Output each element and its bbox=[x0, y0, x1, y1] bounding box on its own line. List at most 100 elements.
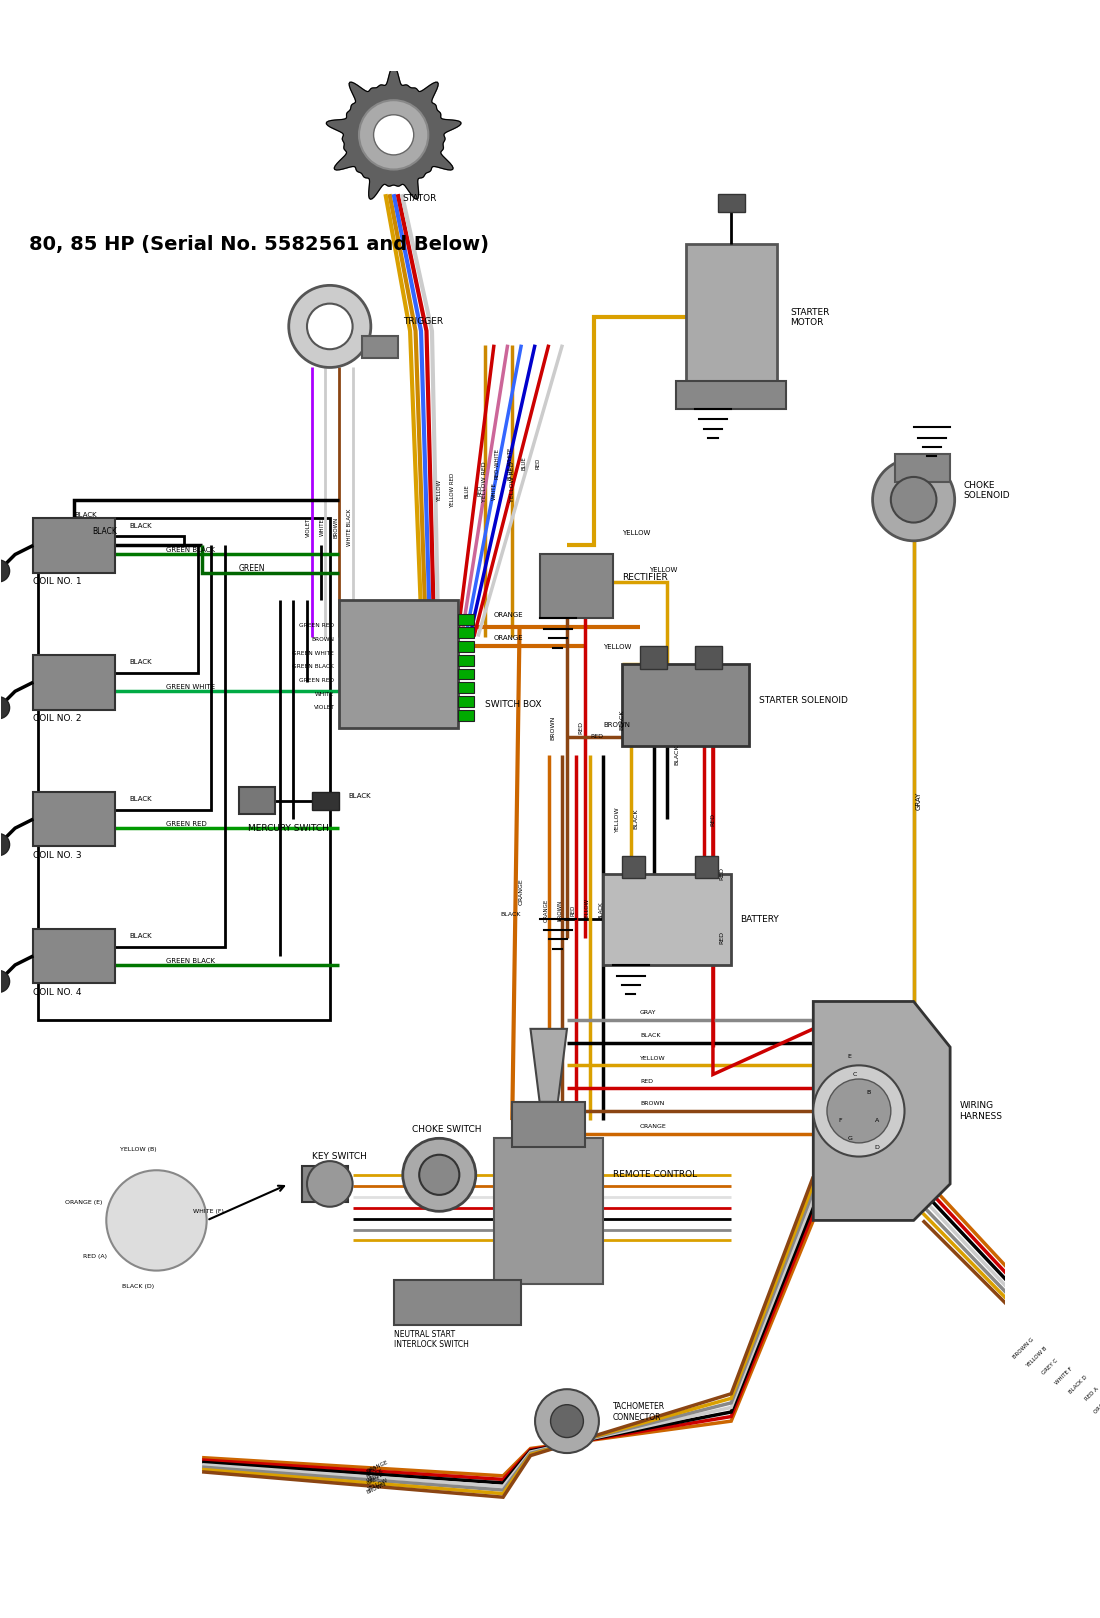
Text: YELLOW: YELLOW bbox=[615, 806, 619, 832]
Text: YELLOW RED: YELLOW RED bbox=[483, 461, 487, 502]
Text: RED: RED bbox=[366, 1466, 378, 1476]
Bar bbox=[695, 856, 717, 879]
Bar bbox=[239, 786, 275, 814]
Text: BROWN G: BROWN G bbox=[1012, 1336, 1034, 1359]
Text: BLACK: BLACK bbox=[598, 901, 603, 919]
Text: KEY SWITCH: KEY SWITCH bbox=[311, 1152, 366, 1162]
Text: RED: RED bbox=[477, 485, 483, 497]
Circle shape bbox=[359, 100, 428, 170]
Text: BLACK: BLACK bbox=[619, 710, 624, 730]
Text: BLACK: BLACK bbox=[129, 660, 152, 665]
Text: STARTER
MOTOR: STARTER MOTOR bbox=[791, 307, 829, 327]
Text: BLACK: BLACK bbox=[129, 523, 152, 529]
Circle shape bbox=[0, 560, 10, 582]
Text: WHITE: WHITE bbox=[320, 518, 324, 536]
Text: GREEN WHITE: GREEN WHITE bbox=[293, 650, 334, 655]
Circle shape bbox=[374, 115, 414, 155]
Bar bbox=[362, 335, 398, 358]
Text: RED: RED bbox=[719, 867, 725, 880]
Text: COIL NO. 2: COIL NO. 2 bbox=[33, 714, 81, 723]
Text: GREEN BLACK: GREEN BLACK bbox=[166, 958, 214, 964]
Text: ORANGE (E): ORANGE (E) bbox=[65, 1199, 102, 1205]
Text: BROWN: BROWN bbox=[311, 637, 334, 642]
Text: ORANGE: ORANGE bbox=[640, 1125, 667, 1129]
Circle shape bbox=[0, 697, 10, 718]
Text: BROWN: BROWN bbox=[604, 722, 630, 728]
Circle shape bbox=[0, 971, 10, 992]
Text: COIL NO. 1: COIL NO. 1 bbox=[33, 578, 81, 586]
Text: WHITE F: WHITE F bbox=[1054, 1366, 1074, 1385]
Text: BLACK (D): BLACK (D) bbox=[122, 1285, 154, 1290]
Bar bbox=[33, 929, 116, 984]
Text: WHITE (F): WHITE (F) bbox=[192, 1209, 223, 1214]
Text: BLACK: BLACK bbox=[75, 511, 97, 518]
Bar bbox=[640, 646, 668, 668]
Text: GREY C: GREY C bbox=[1042, 1358, 1059, 1375]
Circle shape bbox=[107, 1170, 207, 1270]
Text: YELLOW RED: YELLOW RED bbox=[451, 472, 455, 508]
Circle shape bbox=[288, 285, 371, 367]
Text: YELLOW RED: YELLOW RED bbox=[509, 461, 515, 502]
Text: GREEN WHITE: GREEN WHITE bbox=[166, 684, 214, 689]
Bar bbox=[458, 710, 474, 720]
Circle shape bbox=[307, 304, 353, 349]
Text: BATTERY: BATTERY bbox=[740, 914, 779, 924]
Bar bbox=[717, 194, 745, 212]
Circle shape bbox=[813, 1065, 904, 1157]
Circle shape bbox=[307, 1162, 353, 1207]
Text: BLACK: BLACK bbox=[92, 527, 118, 536]
Circle shape bbox=[403, 1139, 476, 1212]
Polygon shape bbox=[813, 1002, 950, 1220]
Text: BLACK: BLACK bbox=[674, 744, 679, 765]
Bar bbox=[302, 1165, 348, 1202]
Bar bbox=[33, 655, 116, 710]
Polygon shape bbox=[530, 1029, 566, 1102]
Text: ORANGE: ORANGE bbox=[494, 612, 524, 618]
Text: COIL NO. 3: COIL NO. 3 bbox=[33, 851, 81, 859]
Text: RED: RED bbox=[579, 722, 583, 735]
Text: GREEN RED: GREEN RED bbox=[299, 678, 334, 683]
Text: RED A: RED A bbox=[1084, 1387, 1099, 1401]
Bar bbox=[394, 1280, 521, 1325]
Text: YELLOW: YELLOW bbox=[604, 644, 631, 650]
Bar bbox=[458, 641, 474, 652]
Circle shape bbox=[551, 1404, 583, 1437]
Text: WHITE: WHITE bbox=[366, 1471, 385, 1484]
Text: C: C bbox=[852, 1073, 857, 1078]
Text: ORANGE: ORANGE bbox=[519, 879, 524, 906]
Bar bbox=[33, 791, 116, 846]
Text: STATOR: STATOR bbox=[403, 194, 437, 204]
Bar bbox=[494, 1139, 604, 1285]
Text: GREEN: GREEN bbox=[239, 563, 265, 573]
Text: GREEN RED: GREEN RED bbox=[299, 623, 334, 628]
Bar bbox=[458, 668, 474, 680]
Text: COIL NO. 4: COIL NO. 4 bbox=[33, 989, 81, 997]
Text: E: E bbox=[848, 1053, 851, 1058]
Text: YELLOW: YELLOW bbox=[584, 900, 590, 921]
Bar bbox=[604, 874, 732, 964]
Text: RED-WHITE: RED-WHITE bbox=[494, 448, 499, 479]
Text: BLUE: BLUE bbox=[521, 456, 527, 471]
Bar bbox=[695, 646, 722, 668]
Bar bbox=[37, 518, 330, 1019]
Text: BLACK: BLACK bbox=[129, 934, 152, 938]
Bar bbox=[513, 1102, 585, 1147]
Text: YELLOW: YELLOW bbox=[621, 531, 650, 536]
Text: BROWN: BROWN bbox=[366, 1482, 387, 1495]
Text: RED: RED bbox=[591, 735, 604, 739]
Bar bbox=[311, 791, 339, 811]
Bar bbox=[621, 663, 749, 746]
Text: GRAY: GRAY bbox=[915, 791, 921, 811]
Circle shape bbox=[827, 1079, 891, 1142]
Text: BLACK: BLACK bbox=[640, 1032, 660, 1039]
Text: CHOKE
SOLENOID: CHOKE SOLENOID bbox=[964, 481, 1011, 500]
Text: GREY: GREY bbox=[366, 1476, 382, 1487]
Text: YELLOW B: YELLOW B bbox=[1025, 1346, 1048, 1369]
Text: F: F bbox=[839, 1118, 843, 1123]
Text: BLACK: BLACK bbox=[348, 793, 371, 799]
Text: BLACK: BLACK bbox=[632, 809, 638, 830]
Circle shape bbox=[419, 1155, 460, 1194]
Text: RED: RED bbox=[711, 812, 715, 825]
Text: 80, 85 HP (Serial No. 5582561 and Below): 80, 85 HP (Serial No. 5582561 and Below) bbox=[29, 235, 488, 254]
Bar bbox=[458, 683, 474, 693]
